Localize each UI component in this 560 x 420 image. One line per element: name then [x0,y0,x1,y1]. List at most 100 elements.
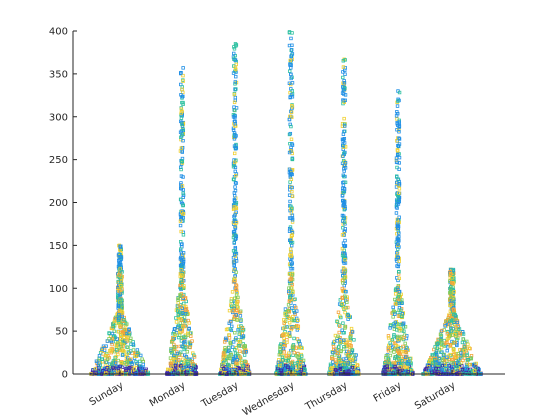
data-point [113,317,117,321]
data-point [232,51,236,56]
data-point [343,98,347,102]
data-point [395,217,400,222]
data-point [111,359,116,363]
data-point [179,364,183,368]
data-point [456,336,460,340]
data-point [401,354,406,359]
data-point [233,122,238,126]
data-point [110,331,115,336]
data-point [398,365,402,369]
data-point [172,353,176,358]
data-point [288,95,292,99]
data-point [343,326,347,330]
data-point [341,154,345,158]
data-point [451,347,456,351]
data-point [178,327,182,331]
data-point [395,121,399,125]
data-point [393,297,397,302]
data-point [393,320,397,325]
data-point [119,344,123,349]
data-point [465,361,469,365]
data-point [342,361,347,365]
data-point [112,370,116,374]
data-point [289,137,294,141]
data-point [395,206,399,210]
data-point [173,332,177,336]
data-point [340,213,345,218]
data-point [399,322,403,327]
data-point [397,130,401,134]
data-point [238,349,242,353]
data-point [404,345,408,349]
data-point [233,169,237,174]
data-point [455,360,460,365]
data-point [450,276,454,280]
data-point [180,122,184,126]
data-point [232,206,236,211]
data-point [277,353,282,357]
data-point [384,353,389,358]
data-point [343,124,347,128]
data-point [293,361,297,366]
data-point [397,90,402,95]
data-point [474,361,478,366]
data-point [342,271,347,276]
data-point [234,287,238,291]
data-point [341,139,345,143]
data-point [397,155,402,160]
data-point [394,160,399,164]
data-point [182,339,186,343]
data-point [119,360,123,365]
data-point [396,177,400,182]
data-point [337,360,341,364]
data-point [390,338,394,343]
data-point [345,300,349,305]
data-point [179,268,184,272]
data-point [396,314,401,318]
data-point [303,368,307,372]
data-point [400,359,404,363]
data-point [168,361,173,366]
data-point [186,362,190,366]
data-point [172,345,176,350]
data-point [233,296,237,301]
data-point [451,333,455,337]
data-point [180,329,185,333]
data-point [104,353,109,358]
data-point [348,343,352,348]
data-point [391,360,395,365]
data-point [120,270,124,274]
data-point [448,269,452,274]
data-point [389,348,393,353]
data-point [397,161,401,165]
data-point [224,336,228,341]
data-point [131,342,135,346]
data-point [289,254,293,259]
data-point [291,347,295,352]
data-point [456,353,460,358]
data-point [278,347,282,351]
data-point [181,102,185,106]
data-point [290,157,294,161]
data-point [331,351,335,355]
data-point [187,326,191,331]
data-point [433,357,437,362]
data-point [229,299,233,303]
data-point [473,369,477,373]
data-point [401,322,405,327]
y-tick-label: 150 [49,241,68,252]
data-point [290,189,294,194]
data-point [118,244,122,248]
data-point [391,309,396,313]
data-point [299,354,304,358]
data-point [341,183,346,187]
data-point [452,308,456,312]
data-point [245,367,250,371]
data-point [231,309,235,313]
data-point [350,350,354,355]
data-point [435,346,440,350]
data-point [455,320,460,325]
data-point [447,358,452,362]
data-point [287,351,291,355]
data-point [234,346,239,350]
